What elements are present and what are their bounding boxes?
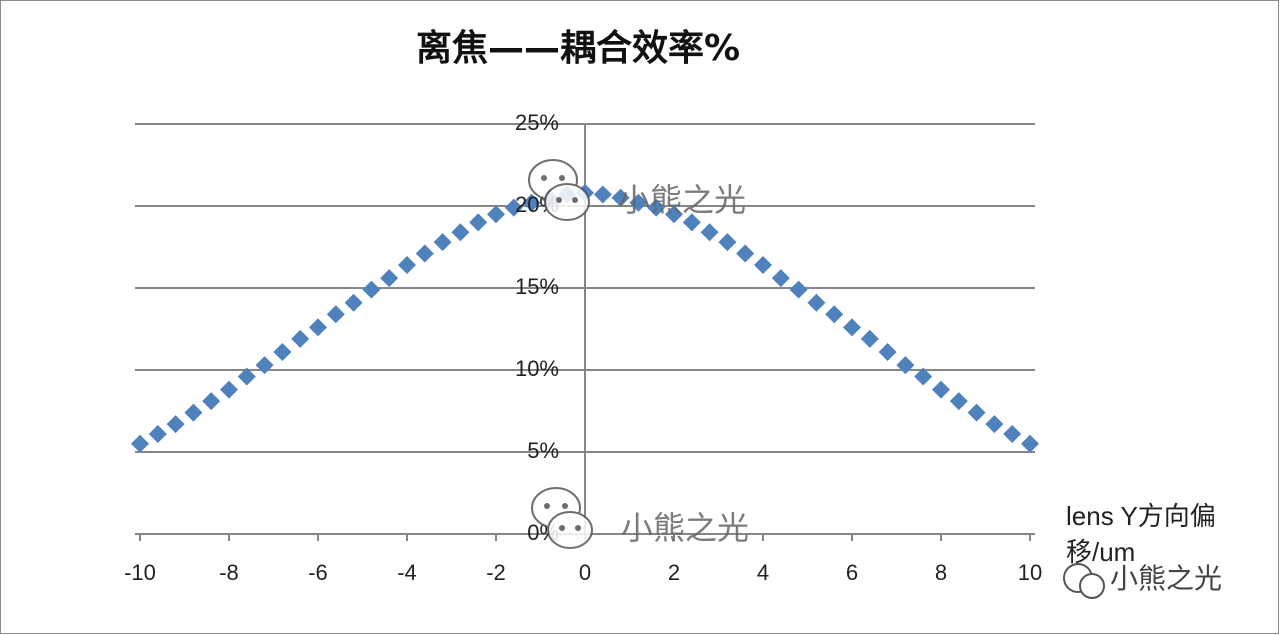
- point: [237, 367, 256, 386]
- watermark-text: 小熊之光: [618, 181, 746, 219]
- x-tick-label: 4: [757, 560, 769, 585]
- point: [896, 356, 915, 375]
- point: [487, 205, 505, 224]
- point: [932, 380, 950, 399]
- watermark-icon: [544, 503, 550, 509]
- point: [398, 256, 416, 275]
- point: [202, 392, 221, 411]
- y-tick-label: 15%: [515, 274, 559, 299]
- point: [255, 356, 274, 375]
- point: [522, 193, 541, 212]
- x-tick-label: 8: [935, 560, 947, 585]
- point: [985, 415, 1004, 434]
- point: [273, 342, 292, 361]
- watermark-icon: [1079, 573, 1105, 599]
- point: [166, 415, 185, 434]
- watermark-icon: [559, 525, 565, 531]
- point: [451, 223, 470, 242]
- x-tick-label: -2: [486, 560, 506, 585]
- point: [967, 403, 986, 422]
- point: [914, 367, 933, 386]
- watermark-icon: [547, 511, 593, 549]
- x-tick-label: 0: [579, 560, 591, 585]
- x-tick-label: -6: [308, 560, 328, 585]
- x-tick-label: -10: [124, 560, 156, 585]
- chart-title: 离焦——耦合效率%: [416, 28, 740, 69]
- point: [665, 205, 683, 224]
- watermark-icon: [556, 197, 562, 203]
- watermark-text: 小熊之光: [621, 509, 749, 547]
- watermark: 小熊之光: [1063, 562, 1222, 599]
- point: [718, 233, 737, 252]
- y-tick-label: 25%: [515, 110, 559, 135]
- point: [415, 244, 434, 263]
- point: [291, 329, 310, 348]
- point: [825, 305, 844, 324]
- point: [647, 198, 666, 217]
- point: [807, 293, 826, 312]
- point: [736, 244, 755, 263]
- watermark-icon: [572, 197, 578, 203]
- x-tick-label: 6: [846, 560, 858, 585]
- y-tick-label: 10%: [515, 356, 559, 381]
- watermark: 小熊之光: [528, 159, 746, 221]
- watermark-icon: [562, 503, 568, 509]
- point: [860, 329, 879, 348]
- point: [504, 198, 523, 217]
- point: [949, 392, 968, 411]
- watermark-icon: [544, 183, 590, 221]
- point: [131, 434, 149, 453]
- x-tick-label: 2: [668, 560, 680, 585]
- x-tick-label: 10: [1018, 560, 1042, 585]
- point: [344, 293, 363, 312]
- point: [326, 305, 345, 324]
- point: [469, 213, 488, 232]
- point: [309, 318, 327, 337]
- watermark: 小熊之光: [531, 487, 749, 549]
- point: [754, 256, 772, 275]
- point: [380, 269, 399, 288]
- point: [1003, 424, 1022, 443]
- watermark-icon: [559, 175, 565, 181]
- point: [700, 223, 719, 242]
- watermark-text: 小熊之光: [1110, 562, 1222, 595]
- point: [148, 424, 167, 443]
- x-axis-label: lens Y方向偏移/um: [1066, 501, 1216, 567]
- point: [433, 233, 452, 252]
- point: [771, 269, 790, 288]
- watermark-icon: [575, 525, 581, 531]
- point: [362, 280, 381, 299]
- point: [1021, 434, 1039, 453]
- x-tick-label: -4: [397, 560, 417, 585]
- point: [220, 380, 238, 399]
- watermark-icon: [541, 175, 547, 181]
- x-tick-label: -8: [219, 560, 239, 585]
- y-tick-label: 5%: [527, 438, 559, 463]
- point: [629, 193, 648, 212]
- point: [682, 213, 701, 232]
- point: [843, 318, 861, 337]
- point: [611, 188, 630, 207]
- point: [184, 403, 203, 422]
- point: [593, 185, 612, 204]
- point: [789, 280, 808, 299]
- point: [878, 342, 897, 361]
